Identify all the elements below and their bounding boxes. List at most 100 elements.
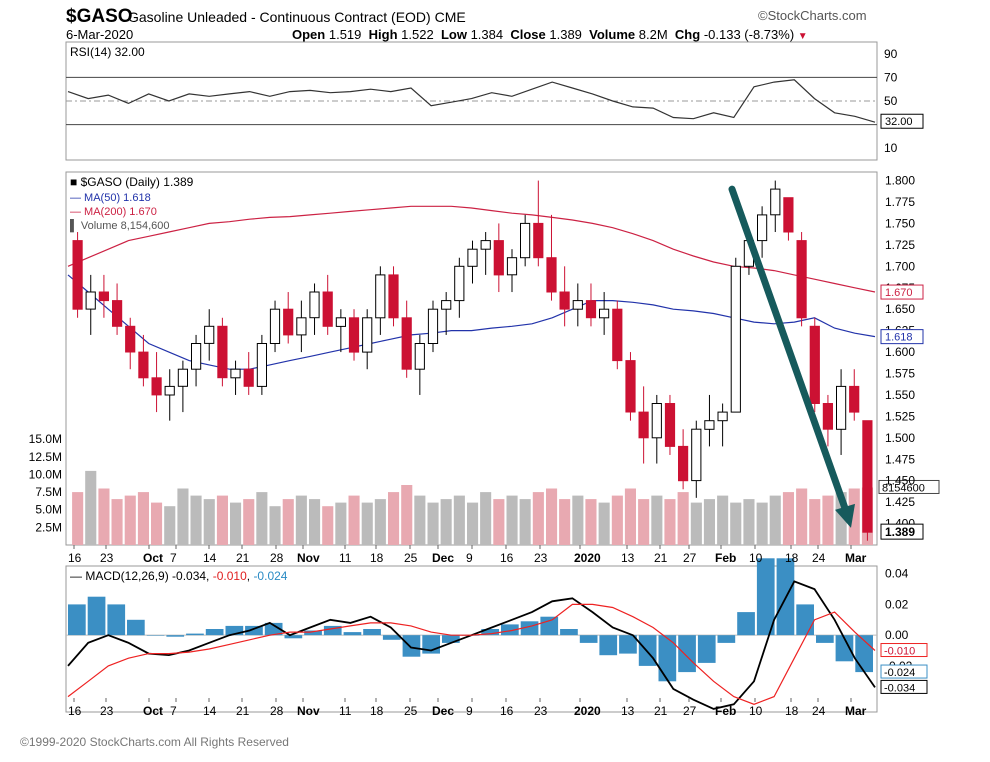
candle-body <box>533 222 544 259</box>
volume-bar <box>216 495 228 545</box>
price-tick-label: 1.800 <box>885 174 915 188</box>
macd-histogram-bar <box>678 635 696 673</box>
candle-body <box>862 420 873 533</box>
volume-bar <box>822 495 834 545</box>
candle-body <box>612 308 623 362</box>
volume-bar <box>111 499 123 545</box>
rsi-tick-label: 70 <box>884 70 898 84</box>
volume-label: Volume <box>589 27 636 42</box>
copyright-notice: ©1999-2020 StockCharts.com All Rights Re… <box>20 735 289 749</box>
volume-bar <box>585 499 597 545</box>
volume-bar <box>546 488 558 545</box>
exchange-label: CME <box>434 9 466 25</box>
macd-histogram-bar <box>107 604 126 636</box>
volume-legend: ▌ Volume 8,154,600 <box>70 218 170 233</box>
candle-body <box>112 300 123 327</box>
volume-bar <box>743 499 755 545</box>
volume-bar <box>388 492 400 545</box>
quote-date: 6-Mar-2020 <box>66 27 134 42</box>
ma-value-label: 1.670 <box>885 287 913 299</box>
macd-histogram-bar <box>442 635 460 643</box>
candle-body <box>678 445 689 482</box>
volume-bar <box>151 502 163 545</box>
macd-histogram-bar <box>186 633 204 636</box>
volume-bar <box>85 470 97 545</box>
price-tick-label: 1.575 <box>885 367 915 381</box>
macd-tick-label: 0.00 <box>885 628 909 642</box>
price-x-tick-label: 7 <box>170 551 177 565</box>
volume-bar <box>624 488 636 545</box>
macd-x-tick-label: 16 <box>68 704 82 718</box>
price-tick-label: 1.425 <box>885 495 915 509</box>
brand-logo[interactable]: ©StockCharts.com <box>758 8 867 23</box>
ma-value-label: 1.618 <box>885 332 913 344</box>
panel-frame-2 <box>65 565 878 713</box>
volume-bar <box>664 499 676 545</box>
macd-tick-label: 0.04 <box>885 567 909 581</box>
macd-histogram-bar <box>363 629 381 636</box>
macd-x-tick-label: 13 <box>621 704 635 718</box>
macd-value-label: -0.024 <box>884 667 915 679</box>
macd-histogram-bar <box>323 625 342 636</box>
price-x-tick-label: 11 <box>339 551 352 565</box>
volume-bar <box>72 492 84 545</box>
macd-x-tick-label: Mar <box>845 704 867 718</box>
macd-value-label: -0.034 <box>884 682 915 694</box>
rsi-tick-label: 10 <box>884 141 898 155</box>
ma50-legend: — MA(50) 1.618 <box>70 192 151 204</box>
candle-body <box>809 325 820 404</box>
candle-body <box>651 403 662 439</box>
macd-histogram-bar <box>146 635 165 636</box>
volume-bar <box>703 499 715 545</box>
macd-x-tick-label: 21 <box>236 704 250 718</box>
macd-x-tick-label: 10 <box>749 704 763 718</box>
open-value: 1.519 <box>328 27 362 42</box>
volume-bar <box>282 499 294 545</box>
macd-histogram-bar <box>560 629 578 636</box>
price-tick-label: 1.475 <box>885 452 915 466</box>
price-x-tick-label: 16 <box>68 551 82 565</box>
price-x-tick-label: 2020 <box>574 551 601 565</box>
volume-bar <box>519 499 531 545</box>
change-label: Chg <box>674 27 701 42</box>
rsi-legend: RSI(14) 32.00 <box>70 45 145 59</box>
price-x-tick-label: 14 <box>203 551 217 565</box>
candle-body <box>796 240 807 319</box>
macd-x-tick-label: 2020 <box>574 704 601 718</box>
rsi-value-label: 32.00 <box>885 116 913 128</box>
candle-body <box>849 385 860 413</box>
volume-bar <box>730 502 742 545</box>
candle-body <box>217 325 228 379</box>
high-value: 1.522 <box>401 27 434 42</box>
macd-x-tick-label: Feb <box>715 704 736 718</box>
volume-bar <box>256 492 268 545</box>
volume-bar <box>295 495 307 545</box>
instrument-description: Gasoline Unleaded - Continuous Contract … <box>128 9 466 25</box>
volume-bar <box>756 502 768 545</box>
macd-x-tick-label: Nov <box>297 704 320 718</box>
volume-value: 8.2M <box>638 27 668 42</box>
low-label: Low <box>440 27 467 42</box>
price-x-tick-label: 21 <box>654 551 668 565</box>
volume-bar <box>401 485 413 545</box>
macd-line <box>67 580 876 710</box>
price-x-tick-label: 24 <box>812 551 826 565</box>
volume-panel: 2.5M 5.0M 7.5M 10.0M 12.5M 15.0M 8154600 <box>29 432 940 545</box>
volume-bar <box>480 492 492 545</box>
macd-x-tick-label: 24 <box>812 704 826 718</box>
rsi-panel: 10 50 70 90 32.00 <box>66 47 924 155</box>
macd-x-tick-label: 27 <box>683 704 697 718</box>
candle-body <box>691 428 702 482</box>
candle-body <box>480 240 491 250</box>
price-x-tick-label: Oct <box>143 551 163 565</box>
volume-bar <box>414 495 426 545</box>
price-x-tick-label: 18 <box>785 551 799 565</box>
volume-bar <box>374 499 386 545</box>
candle-body <box>704 420 715 430</box>
volume-tick-label: 5.0M <box>35 503 62 517</box>
volume-bar <box>493 499 505 545</box>
close-value: 1.389 <box>549 27 582 42</box>
macd-histogram-bar <box>245 625 263 636</box>
macd-histogram-bar <box>579 635 598 643</box>
volume-bar <box>335 502 347 545</box>
